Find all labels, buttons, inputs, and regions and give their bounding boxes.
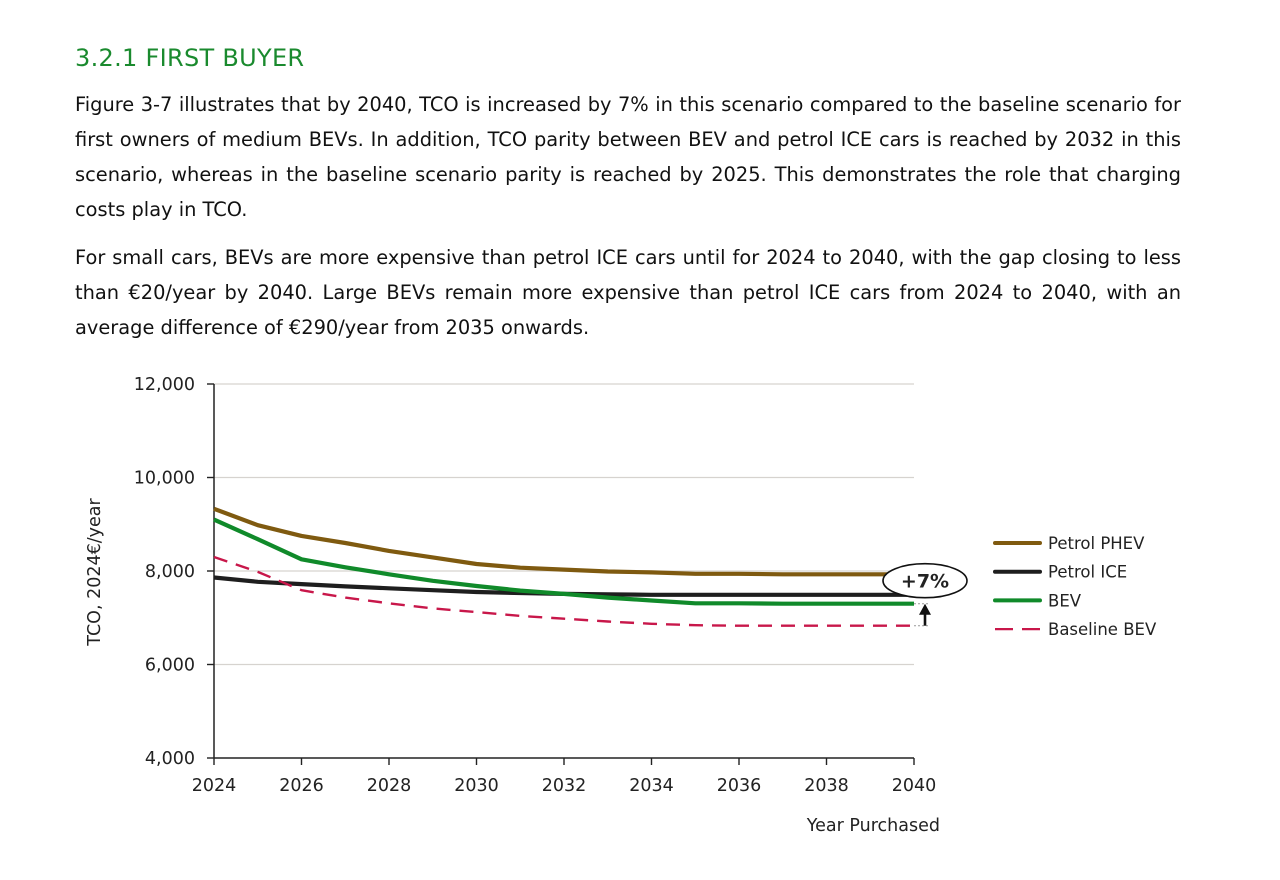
series-lines [213, 506, 914, 627]
paragraph-2: For small cars, BEVs are more expensive … [75, 246, 1181, 339]
series-line-baseline-bev [213, 555, 914, 627]
gridlines [214, 383, 914, 666]
x-tick-label: 2040 [892, 776, 937, 796]
x-tick-label: 2028 [367, 776, 412, 796]
legend-label: BEV [1048, 591, 1082, 610]
legend-label: Petrol PHEV [1048, 534, 1145, 553]
axes: 4,000 6,000 8,000 10,000 12,000 2024 2026 2028 2… [134, 375, 937, 796]
x-axis-title: Year Purchased [806, 816, 940, 836]
x-tick-label: 2034 [629, 776, 674, 796]
annotation-ellipse [882, 562, 968, 599]
y-tick-label: 6,000 [145, 656, 195, 676]
series-line-bev [213, 517, 914, 606]
x-tick-label: 2032 [542, 776, 587, 796]
x-tick-label: 2038 [804, 776, 849, 796]
y-tick-label: 8,000 [145, 562, 195, 582]
paragraph-1: Figure 3-7 illustrates that by 2040, TCO… [75, 93, 1181, 221]
legend-label: Baseline BEV [1048, 620, 1157, 639]
arrow-up-icon [919, 603, 931, 615]
series-line-petrol-phev [213, 506, 914, 577]
x-tick-label: 2024 [192, 776, 237, 796]
y-tick-label: 4,000 [145, 749, 195, 769]
annotation-plus7: +7% [882, 562, 968, 627]
legend: Petrol PHEV Petrol ICE BEV Baseline BEV [993, 534, 1157, 639]
x-tick-label: 2026 [279, 776, 324, 796]
legend-label: Petrol ICE [1048, 563, 1127, 582]
x-tick-label: 2030 [454, 776, 499, 796]
y-axis-title: TCO, 2024€/year [85, 498, 105, 647]
x-tick-label: 2036 [717, 776, 762, 796]
y-tick-label: 12,000 [134, 375, 195, 395]
annotation-label: +7% [901, 571, 949, 593]
section-heading: 3.2.1 FIRST BUYER [75, 44, 305, 72]
y-tick-label: 10,000 [134, 469, 195, 489]
